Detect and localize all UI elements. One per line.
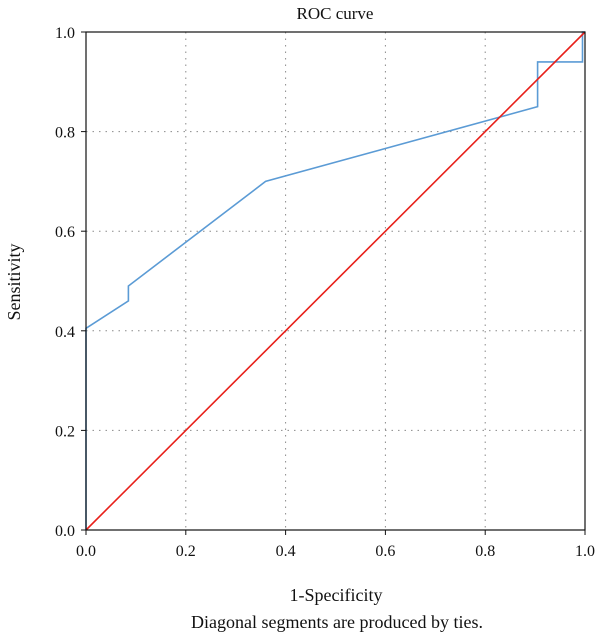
plot-frame	[85, 31, 586, 531]
y-axis-label: Sensitivity	[4, 243, 24, 320]
x-tick-label: 0.4	[276, 543, 296, 560]
y-tick-label: 0.2	[55, 423, 75, 440]
y-tick-label: 0.8	[55, 125, 75, 142]
y-tick-label: 1.0	[55, 25, 75, 42]
axis-ticks: 0.0 0.2 0.4 0.6 0.8 1.0 0.0 0.2 0.4 0.6 0.8 1.0	[55, 25, 595, 560]
y-tick-label: 0.6	[55, 224, 75, 241]
chart-footnote: Diagonal segments are produced by ties.	[191, 612, 483, 632]
x-tick-label: 0.8	[475, 543, 495, 560]
series-layer	[85, 31, 586, 531]
roc-curve-line	[85, 31, 585, 530]
x-tick-label: 1.0	[575, 543, 595, 560]
x-tick-label: 0.6	[375, 543, 395, 560]
x-tick-label: 0.2	[176, 543, 196, 560]
y-tick-label: 0.4	[55, 324, 75, 341]
y-tick-label: 0.0	[55, 523, 75, 540]
x-axis-label: 1-Specificity	[290, 585, 383, 605]
reference-line	[85, 31, 586, 531]
x-tick-label: 0.0	[76, 543, 96, 560]
chart-title: ROC curve	[297, 4, 374, 23]
